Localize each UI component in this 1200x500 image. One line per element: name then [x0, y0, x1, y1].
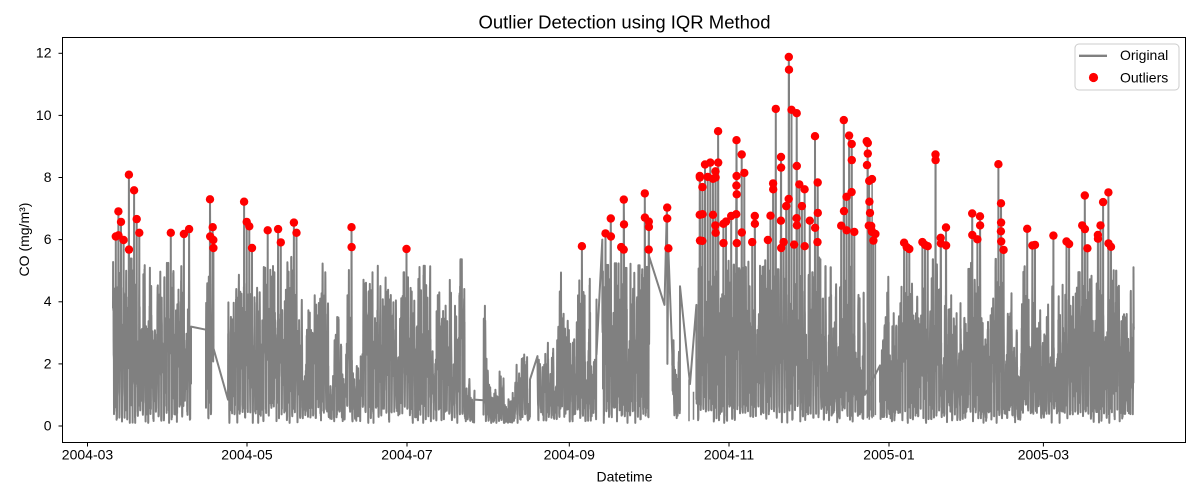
svg-text:2004-11: 2004-11	[704, 447, 755, 463]
svg-text:Original: Original	[1120, 47, 1168, 63]
svg-text:2004-09: 2004-09	[544, 447, 596, 463]
svg-text:2004-03: 2004-03	[62, 447, 114, 463]
svg-text:2005-03: 2005-03	[1018, 447, 1070, 463]
svg-text:12: 12	[36, 45, 52, 61]
svg-text:10: 10	[36, 107, 52, 123]
svg-text:8: 8	[44, 169, 52, 185]
svg-text:CO (mg/m³): CO (mg/m³)	[16, 203, 32, 277]
svg-text:2004-07: 2004-07	[381, 447, 433, 463]
svg-text:2: 2	[44, 355, 52, 371]
svg-text:2004-05: 2004-05	[221, 447, 273, 463]
svg-text:Outliers: Outliers	[1120, 70, 1168, 86]
svg-text:4: 4	[44, 293, 52, 309]
svg-text:Datetime: Datetime	[596, 469, 652, 485]
svg-text:Outlier Detection using IQR Me: Outlier Detection using IQR Method	[478, 12, 770, 33]
svg-text:0: 0	[44, 417, 52, 433]
svg-text:6: 6	[44, 231, 52, 247]
svg-text:2005-01: 2005-01	[863, 447, 915, 463]
